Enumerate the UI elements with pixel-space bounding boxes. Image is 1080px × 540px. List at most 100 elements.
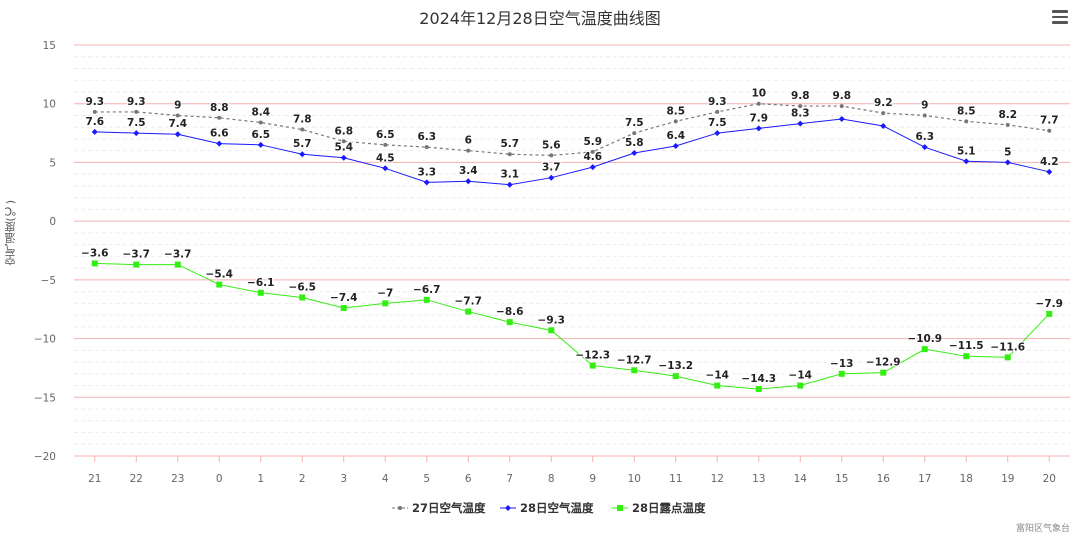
data-point [921,346,928,353]
data-point [880,369,887,376]
data-label: −6.1 [247,277,274,289]
data-point [257,289,264,296]
data-point [1046,310,1053,317]
data-label: 9.8 [791,90,810,102]
data-point [506,181,513,188]
data-point [1005,122,1010,127]
data-label: 6.4 [666,130,685,142]
data-point [631,150,638,157]
data-point [798,104,803,109]
data-label: 10 [751,88,766,100]
data-point [91,128,98,135]
data-label: −7 [377,287,393,299]
data-label: −7.7 [455,296,482,308]
data-label: −7.9 [1036,298,1063,310]
legend-item[interactable]: 28日露点温度 [632,501,706,515]
data-label: 8.5 [957,105,976,117]
data-point [964,119,969,124]
x-tick-label: 17 [918,473,931,485]
data-label: 8.8 [210,102,229,114]
credit-text: 富阳区气象台 [1015,524,1070,534]
data-label: 9 [174,99,181,111]
data-label: −14.3 [741,373,776,385]
data-point [673,119,678,124]
data-point [216,281,223,288]
data-point [382,165,389,172]
data-label: 6.3 [417,131,436,143]
data-label: 8.3 [791,108,810,120]
data-label: 6.5 [376,129,395,141]
data-point [133,130,140,137]
data-point [465,178,472,185]
data-point [963,353,970,360]
data-point [341,139,346,144]
data-label: 4.2 [1040,156,1059,168]
data-point [715,109,720,114]
data-point [838,370,845,377]
legend-item[interactable]: 27日空气温度 [412,501,486,515]
data-point [424,145,429,150]
data-label: −5.4 [206,269,233,281]
series-line-2 [94,262,1050,390]
data-point [506,319,513,326]
data-point [174,131,181,138]
data-label: 5.6 [542,139,561,151]
data-label: 8.2 [998,109,1017,121]
data-label: 5.7 [500,138,519,150]
data-point [91,260,98,267]
data-point [755,125,762,132]
x-tick-label: 0 [216,473,223,485]
legend-marker [505,505,511,511]
data-point [797,120,804,127]
x-tick-label: 23 [171,473,184,485]
x-tick-label: 12 [711,473,724,485]
data-point [963,158,970,165]
x-tick-label: 15 [835,473,848,485]
data-point [755,386,762,393]
data-label: −12.7 [617,354,652,366]
data-label: −3.7 [123,249,150,261]
data-label: −14 [706,370,729,382]
data-label: −12.9 [866,357,901,369]
x-tick-label: 6 [465,473,472,485]
data-point [1004,354,1011,361]
legend-item[interactable]: 28日空气温度 [520,501,594,515]
data-label: 5 [1004,146,1011,158]
data-label: 6.5 [251,129,270,141]
data-point [175,113,180,118]
x-tick-label: 18 [960,473,973,485]
data-point [548,174,555,181]
data-label: −14 [789,370,812,382]
x-tick-label: 7 [506,473,513,485]
data-point [507,152,512,157]
y-tick-label: −5 [41,275,56,287]
data-label: −7.4 [330,292,357,304]
data-point [589,362,596,369]
data-label: 5.8 [625,137,644,149]
data-label: −13 [830,358,853,370]
x-tick-label: 13 [752,473,765,485]
data-label: −6.7 [413,284,440,296]
data-point [133,261,140,268]
data-point [714,130,721,137]
x-tick-label: 10 [628,473,641,485]
x-tick-label: 22 [130,473,143,485]
data-label: 6.8 [334,125,353,137]
data-label: 8.4 [251,107,270,119]
data-label: 7.7 [1040,115,1059,127]
data-point [465,308,472,315]
data-label: 8.5 [666,105,685,117]
data-point [880,123,887,130]
x-tick-label: 11 [669,473,682,485]
series-line-0 [94,103,1050,156]
data-label: 7.5 [127,117,146,129]
data-point [340,154,347,161]
x-tick-label: 9 [589,473,596,485]
hamburger-menu-icon[interactable] [1052,10,1068,24]
y-tick-label: −20 [34,451,56,463]
x-tick-label: 16 [877,473,891,485]
data-point [299,294,306,301]
data-label: 9.3 [127,96,146,108]
data-point [756,101,761,106]
